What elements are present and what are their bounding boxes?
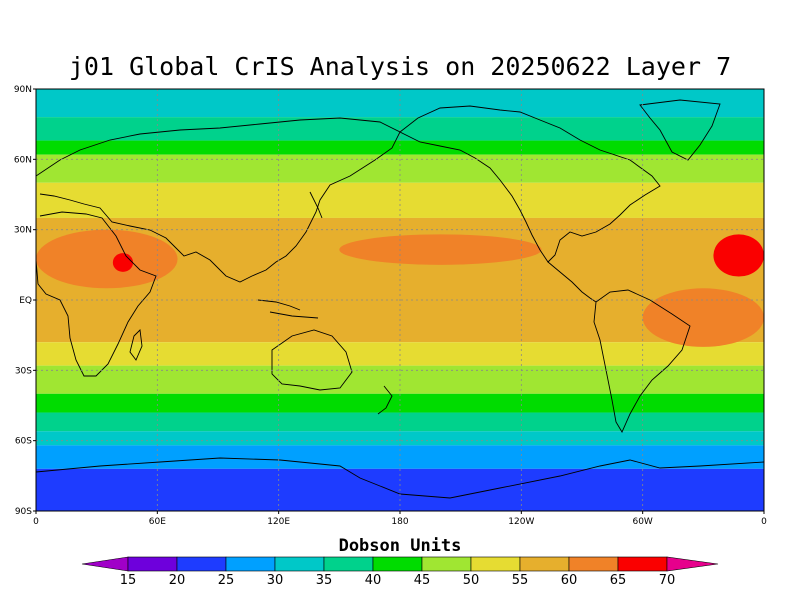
colorbar-box bbox=[127, 556, 178, 572]
lat-tick-label: 60N bbox=[14, 155, 32, 165]
colorbar-label: 35 bbox=[316, 573, 333, 588]
zonal-band-11 bbox=[36, 445, 764, 469]
lon-tick-label: 120W bbox=[508, 517, 534, 527]
colorbar-box bbox=[470, 556, 521, 572]
lon-tick-label: 60E bbox=[149, 517, 166, 527]
colorbar-box bbox=[274, 556, 325, 572]
lat-tick-label: 30N bbox=[14, 226, 32, 236]
colorbar-label: 15 bbox=[120, 573, 137, 588]
colorbar-label: 20 bbox=[169, 573, 186, 588]
colorbar-label: 65 bbox=[610, 573, 627, 588]
colorbar bbox=[81, 556, 719, 572]
lat-lon-grid bbox=[36, 89, 764, 511]
lat-tick-label: 90S bbox=[15, 507, 32, 517]
lon-tick-label: 0 bbox=[761, 517, 767, 527]
colorbar-box bbox=[225, 556, 276, 572]
colorbar-label: 40 bbox=[365, 573, 382, 588]
colorbar-arrow-low bbox=[81, 556, 129, 572]
map-plot-area bbox=[36, 89, 764, 511]
colorbar-label: 30 bbox=[267, 573, 284, 588]
colorbar-title: Dobson Units bbox=[338, 536, 462, 556]
chart-title: j01 Global CrIS Analysis on 20250622 Lay… bbox=[68, 52, 732, 81]
lon-tick-label: 120E bbox=[267, 517, 290, 527]
colorbar-label: 50 bbox=[463, 573, 480, 588]
colorbar-box bbox=[421, 556, 472, 572]
colorbar-label: 70 bbox=[659, 573, 676, 588]
zonal-band-1 bbox=[36, 117, 764, 141]
lat-tick-label: 30S bbox=[15, 366, 32, 376]
regional-maximum-1 bbox=[112, 253, 134, 272]
colorbar-label: 55 bbox=[512, 573, 529, 588]
regional-maximum-3 bbox=[642, 288, 764, 347]
colorbar-box bbox=[372, 556, 423, 572]
lat-tick-label: EQ bbox=[19, 296, 32, 306]
colorbar-arrow-high bbox=[666, 556, 719, 572]
latitude-ticks: 90N 60N 30N EQ 30S 60S 90S bbox=[14, 85, 36, 517]
lon-tick-label: 180 bbox=[391, 517, 408, 527]
colorbar-box bbox=[176, 556, 227, 572]
longitude-ticks: 0 60E 120E 180 120W 60W 0 bbox=[33, 511, 767, 527]
regional-maximum-0 bbox=[36, 229, 178, 289]
colorbar-labels: 15 20 25 30 35 40 45 50 55 60 65 70 bbox=[120, 573, 676, 588]
colorbar-label: 60 bbox=[561, 573, 578, 588]
regional-maximum-2 bbox=[713, 234, 764, 277]
colorbar-box bbox=[617, 556, 668, 572]
zonal-band-2 bbox=[36, 140, 764, 155]
colorbar-label: 45 bbox=[414, 573, 431, 588]
lat-tick-label: 60S bbox=[15, 437, 32, 447]
colorbar-box bbox=[519, 556, 570, 572]
zonal-band-8 bbox=[36, 393, 764, 413]
colorbar-box bbox=[568, 556, 619, 572]
lat-tick-label: 90N bbox=[14, 85, 32, 95]
zonal-band-3 bbox=[36, 154, 764, 183]
coastlines bbox=[36, 99, 764, 499]
zonal-band-10 bbox=[36, 431, 764, 446]
colorbar-box bbox=[323, 556, 374, 572]
ozone-regional-maxima bbox=[36, 229, 764, 347]
zonal-band-6 bbox=[36, 342, 764, 366]
zonal-band-9 bbox=[36, 412, 764, 432]
regional-maximum-4 bbox=[339, 234, 542, 265]
zonal-band-0 bbox=[36, 89, 764, 118]
colorbar-label: 25 bbox=[218, 573, 235, 588]
lon-tick-label: 60W bbox=[632, 517, 652, 527]
lon-tick-label: 0 bbox=[33, 517, 39, 527]
